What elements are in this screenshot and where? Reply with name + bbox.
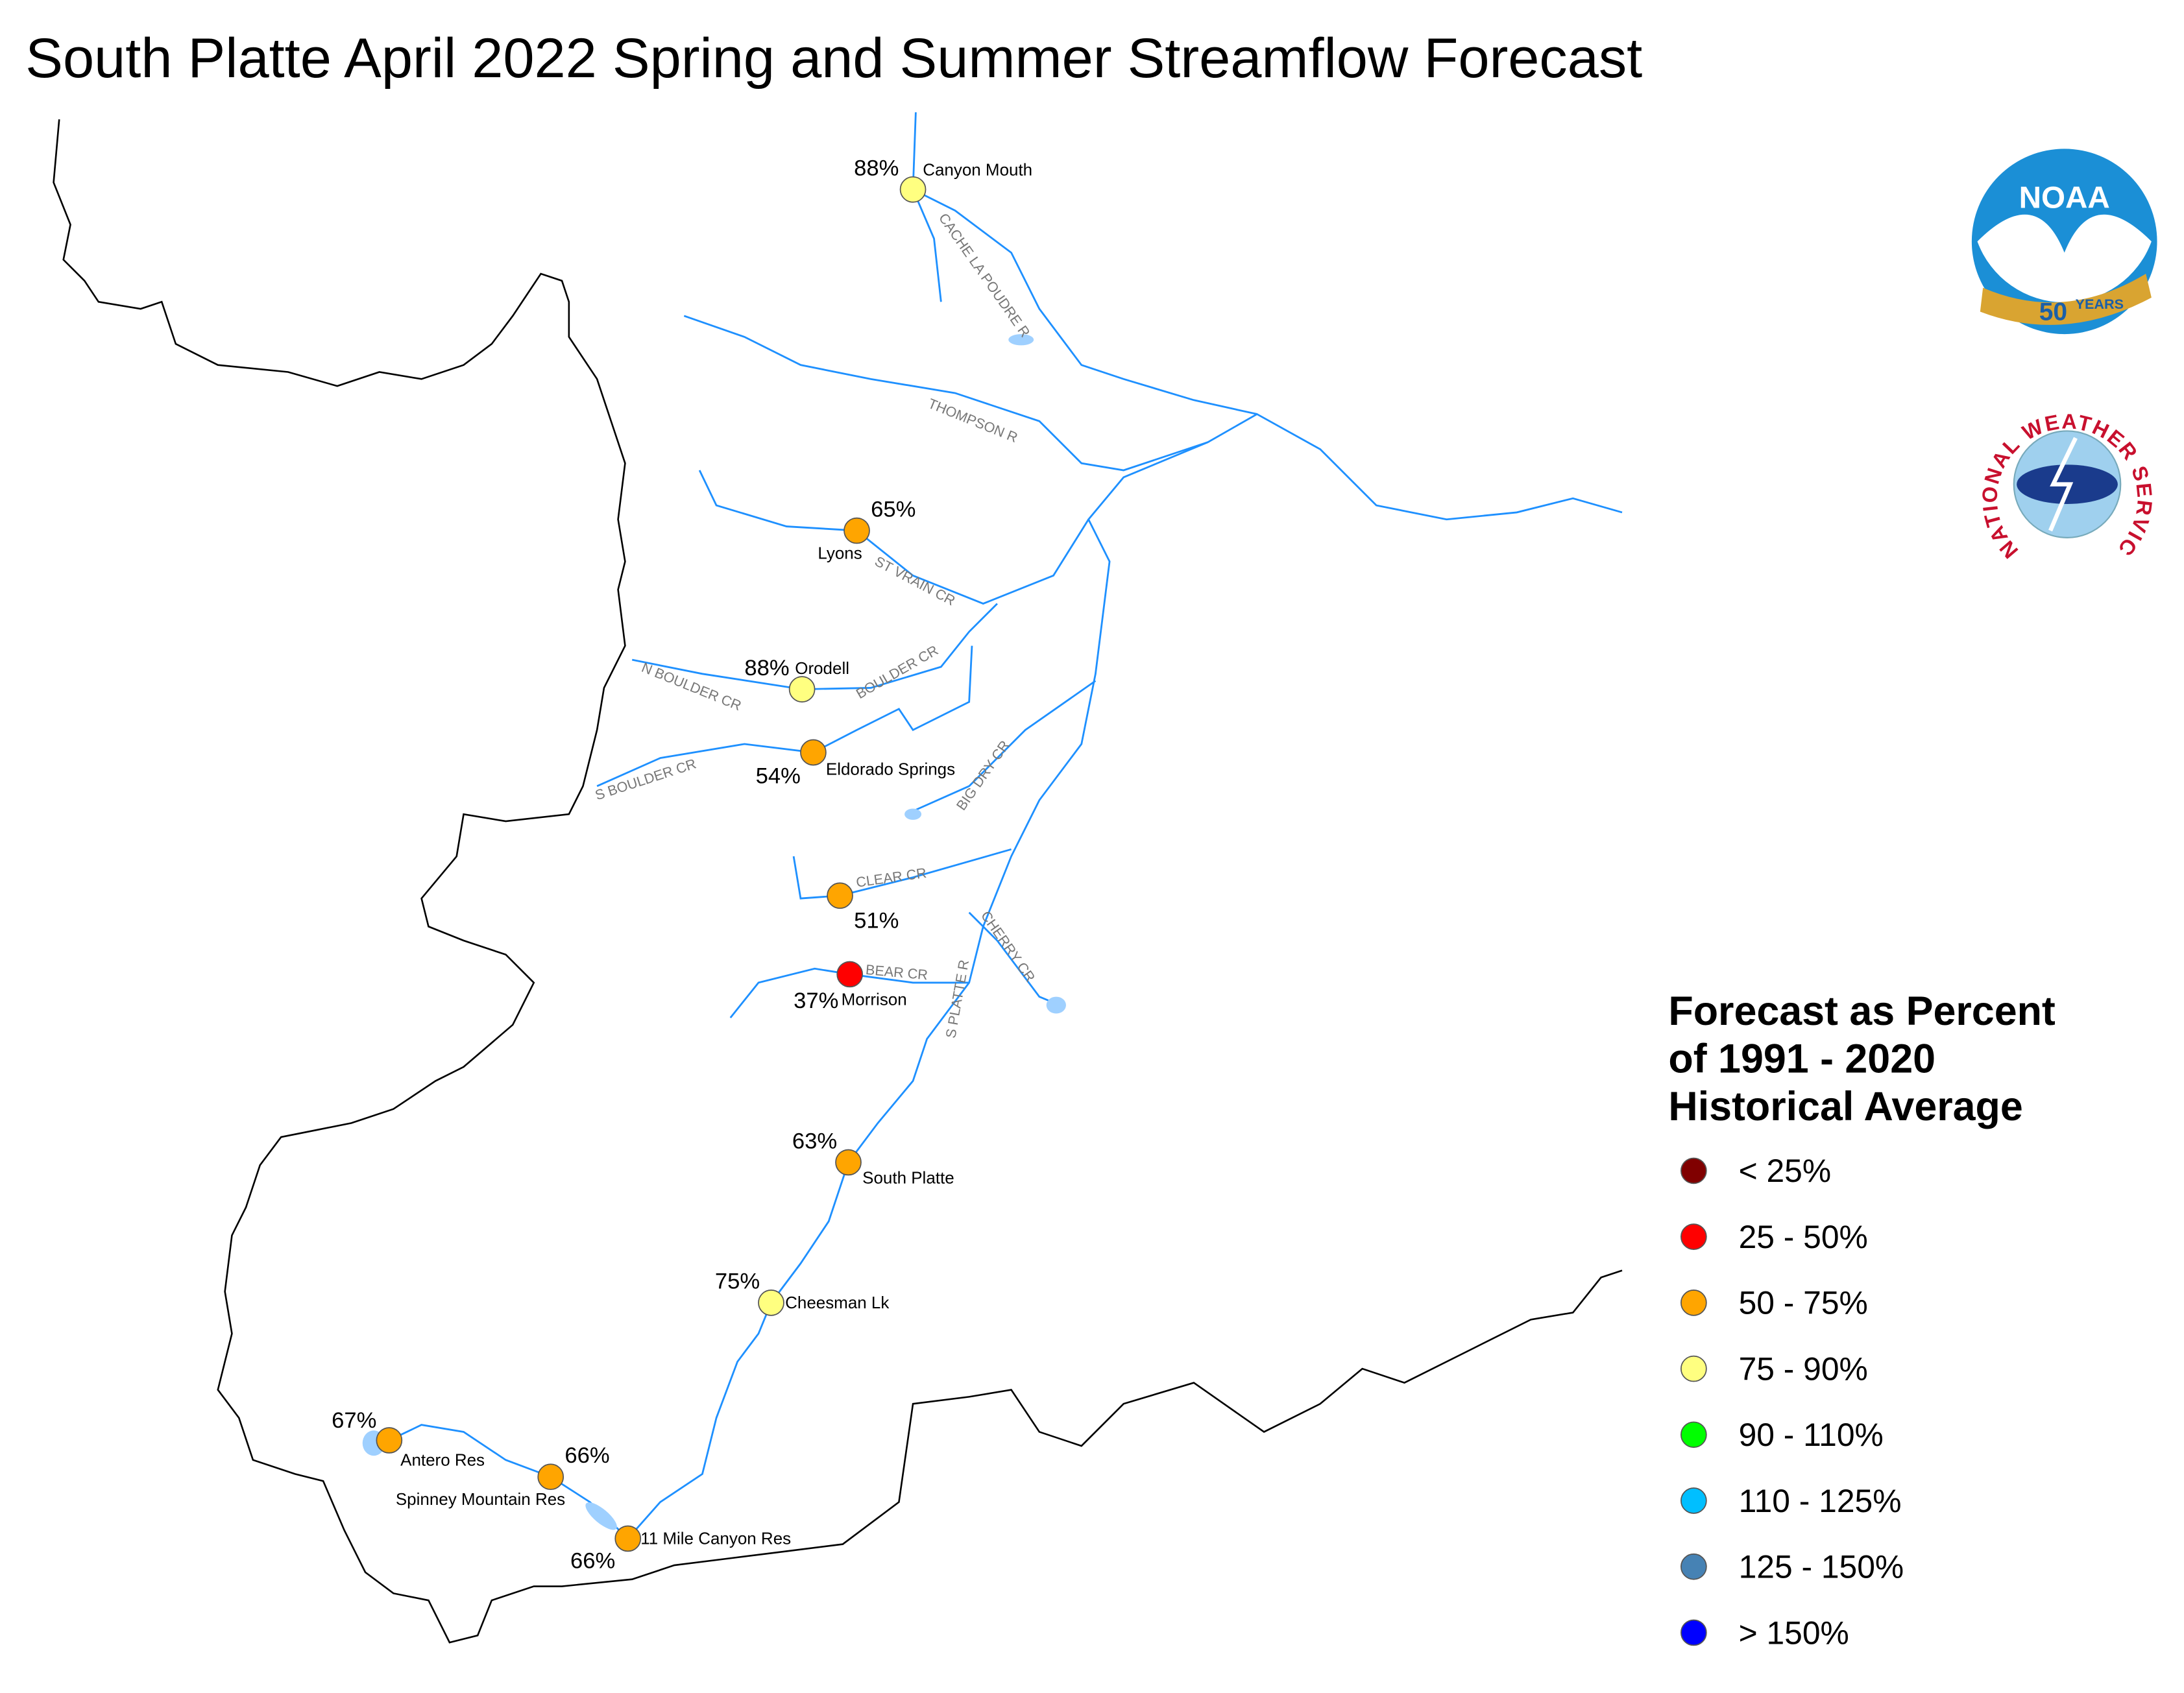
legend-label: 110 - 125% bbox=[1739, 1483, 1902, 1519]
legend-swatch bbox=[1680, 1487, 1707, 1514]
basin-boundary bbox=[53, 119, 1623, 1644]
legend-title: Historical Average bbox=[1668, 1084, 2022, 1129]
river bbox=[912, 189, 942, 302]
river-label: THOMPSON R bbox=[926, 395, 1020, 446]
station-name: Canyon Mouth bbox=[923, 160, 1032, 180]
noaa-logo-text: NOAA bbox=[2019, 180, 2110, 215]
river-label: ST VRAIN CR bbox=[872, 553, 958, 608]
river bbox=[683, 315, 1208, 472]
station-marker bbox=[835, 1149, 862, 1176]
station-name: South Platte bbox=[862, 1168, 954, 1187]
map-title: South Platte April 2022 Spring and Summe… bbox=[25, 27, 1642, 90]
river-label: CHERRY CR bbox=[978, 908, 1039, 985]
river bbox=[905, 680, 1097, 815]
station-marker bbox=[537, 1463, 564, 1491]
legend-label: > 150% bbox=[1739, 1615, 1849, 1651]
noaa-logo-years-word: YEARS bbox=[2076, 296, 2124, 312]
stations: 88% Canyon Mouth 65% Lyons 88% Orodell 54% Eldo… bbox=[332, 156, 1032, 1574]
station-forecast: 54% bbox=[756, 764, 801, 789]
legend-swatch bbox=[1680, 1355, 1707, 1382]
rivers bbox=[362, 112, 1623, 1539]
river bbox=[596, 645, 973, 787]
river-label: S PLATTE R bbox=[942, 959, 972, 1040]
legend-title: Forecast as Percent bbox=[1668, 989, 2056, 1034]
legend-swatch bbox=[1680, 1290, 1707, 1316]
river bbox=[389, 1424, 629, 1539]
noaa-logo-gull bbox=[1977, 214, 2152, 303]
station-forecast: 63% bbox=[792, 1129, 837, 1153]
river-label: BIG DRY CR bbox=[953, 738, 1013, 813]
river-label: CLEAR CR bbox=[855, 865, 928, 891]
reservoir bbox=[1008, 334, 1034, 346]
river bbox=[698, 470, 1089, 605]
station-forecast: 75% bbox=[715, 1269, 760, 1294]
river bbox=[627, 413, 1623, 1539]
noaa-logo-ribbon bbox=[1980, 274, 2152, 325]
legend-swatch bbox=[1680, 1223, 1707, 1250]
station-forecast: 88% bbox=[854, 156, 899, 181]
river bbox=[968, 911, 1057, 1005]
reservoir bbox=[585, 1502, 617, 1530]
legend-swatch bbox=[1680, 1619, 1707, 1646]
station-name: Spinney Mountain Res bbox=[396, 1489, 565, 1509]
station-forecast: 37% bbox=[794, 989, 838, 1013]
legend-label: 90 - 110% bbox=[1739, 1417, 1884, 1453]
station-marker bbox=[899, 176, 927, 203]
nws-logo-bolt bbox=[2048, 437, 2078, 532]
legend-swatch bbox=[1680, 1421, 1707, 1448]
legend-swatch bbox=[1680, 1553, 1707, 1580]
station-forecast: 66% bbox=[564, 1443, 609, 1468]
station-name: Eldorado Springs bbox=[826, 760, 955, 779]
river-label: CACHE LA POUDRE R bbox=[936, 210, 1034, 340]
station-marker bbox=[827, 882, 853, 909]
river bbox=[912, 112, 1257, 415]
river bbox=[631, 603, 998, 691]
station-forecast: 51% bbox=[854, 909, 899, 933]
station-forecast: 65% bbox=[871, 497, 916, 522]
station-name: Cheesman Lk bbox=[785, 1293, 890, 1312]
river-label: BEAR CR bbox=[865, 961, 928, 983]
station-name: Antero Res bbox=[400, 1450, 485, 1469]
station-name: Morrison bbox=[842, 990, 907, 1009]
station-marker bbox=[788, 676, 816, 702]
station-forecast: 67% bbox=[332, 1408, 376, 1433]
station-marker bbox=[376, 1427, 403, 1454]
legend-title: of 1991 - 2020 bbox=[1668, 1036, 1935, 1081]
river bbox=[729, 967, 969, 1018]
station-marker bbox=[614, 1525, 642, 1552]
station-marker bbox=[758, 1290, 784, 1316]
station-name: Lyons bbox=[818, 543, 862, 562]
legend-label: 25 - 50% bbox=[1739, 1219, 1868, 1255]
station-marker bbox=[836, 961, 864, 988]
legend-label: 50 - 75% bbox=[1739, 1285, 1868, 1321]
legend-swatch bbox=[1680, 1157, 1707, 1184]
river-label: S BOULDER CR bbox=[593, 755, 698, 803]
station-forecast: 88% bbox=[744, 656, 789, 680]
reservoir bbox=[1046, 996, 1066, 1014]
station-name: Orodell bbox=[795, 658, 849, 678]
noaa-logo-years: 50 bbox=[2039, 298, 2067, 326]
river-label: N BOULDER CR bbox=[639, 659, 744, 714]
legend-label: < 25% bbox=[1739, 1153, 1832, 1189]
legend-label: 75 - 90% bbox=[1739, 1351, 1868, 1387]
station-marker bbox=[843, 517, 870, 544]
station-marker bbox=[800, 739, 827, 766]
station-forecast: 66% bbox=[570, 1548, 615, 1573]
reservoir bbox=[904, 808, 922, 820]
river-label: BOULDER CR bbox=[853, 642, 941, 702]
station-name: 11 Mile Canyon Res bbox=[640, 1529, 791, 1548]
legend-label: 125 - 150% bbox=[1739, 1549, 1904, 1585]
